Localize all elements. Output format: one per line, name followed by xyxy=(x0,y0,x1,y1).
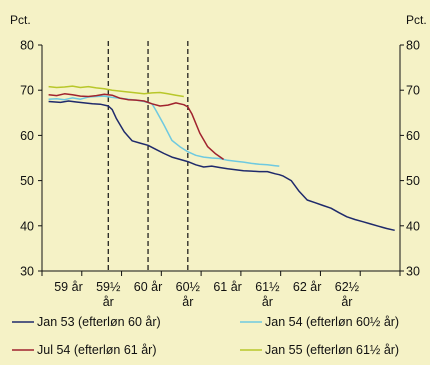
y-tick-label-left: 40 xyxy=(20,219,34,233)
x-tick-label: 59½ xyxy=(96,280,121,294)
legend-label: Jan 53 (efterløn 60 år) xyxy=(37,315,161,329)
legend-label: Jul 54 (efterløn 61 år) xyxy=(37,343,157,357)
x-tick-label: 61½ xyxy=(255,280,280,294)
x-tick-label: 60 år xyxy=(134,280,163,294)
series-line xyxy=(48,93,225,161)
y-tick-label-left: 80 xyxy=(20,39,34,53)
x-tick-label: år xyxy=(341,295,352,309)
y-tick-label-left: 60 xyxy=(20,129,34,143)
y-tick-label-right: 40 xyxy=(406,219,420,233)
x-tick-label: 62½ xyxy=(335,280,360,294)
legend-label: Jan 55 (efterløn 61½ år) xyxy=(265,343,399,357)
x-tick-label: 60½ xyxy=(176,280,201,294)
y-tick-label-right: 60 xyxy=(406,129,420,143)
x-tick-label: år xyxy=(103,295,114,309)
series-line xyxy=(48,95,280,167)
y-unit-left: Pct. xyxy=(10,13,31,27)
y-tick-label-left: 30 xyxy=(20,265,34,279)
y-tick-label-right: 70 xyxy=(406,84,420,98)
y-tick-label-right: 50 xyxy=(406,174,420,188)
y-tick-label-left: 50 xyxy=(20,174,34,188)
legend-label: Jan 54 (efterløn 60½ år) xyxy=(265,315,399,329)
series-line xyxy=(48,85,184,98)
y-tick-label-right: 80 xyxy=(406,39,420,53)
x-tick-label: 62 år xyxy=(293,280,322,294)
x-tick-label: år xyxy=(182,295,193,309)
y-tick-label-right: 30 xyxy=(406,265,420,279)
y-tick-label-left: 70 xyxy=(20,84,34,98)
x-tick-label: 59 år xyxy=(54,280,83,294)
series-line xyxy=(48,100,395,232)
x-tick-label: 61 år xyxy=(213,280,242,294)
x-tick-label: år xyxy=(262,295,273,309)
y-unit-right: Pct. xyxy=(406,13,427,27)
